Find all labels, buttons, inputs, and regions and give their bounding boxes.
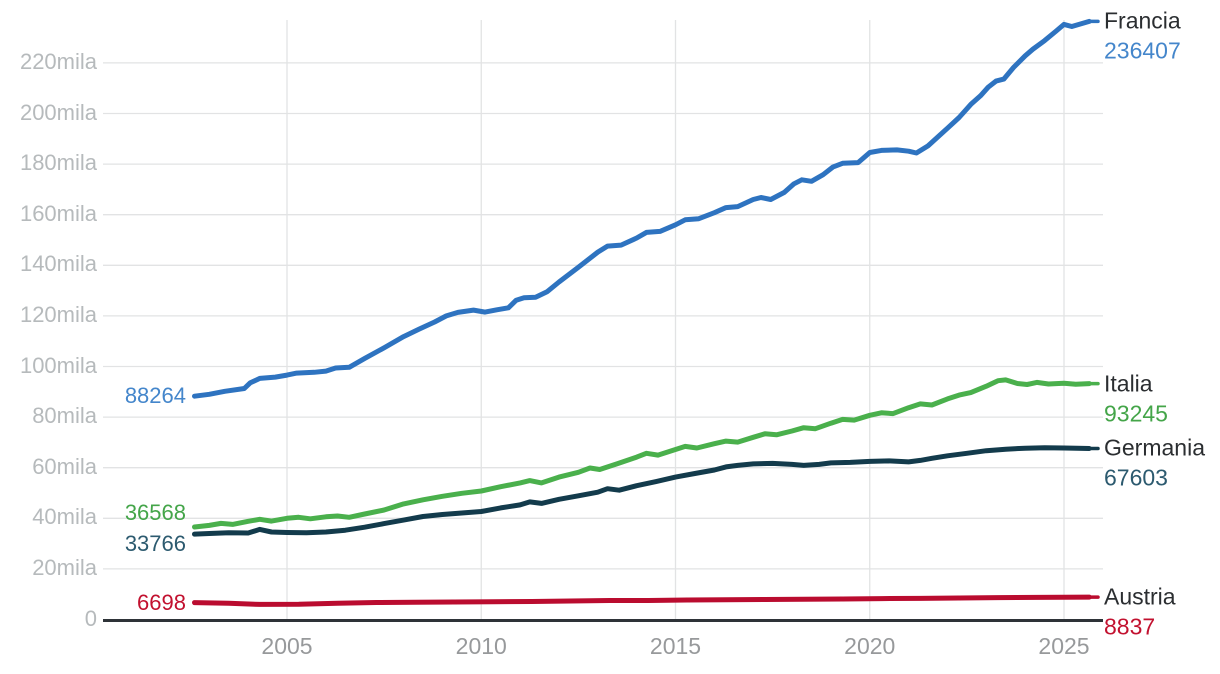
austria-series-name: Austria (1104, 583, 1176, 610)
x-tick-label: 2015 (649, 633, 702, 659)
y-tick-label: 160mila (19, 200, 97, 226)
francia-start-value: 88264 (124, 383, 186, 409)
italia-start-value: 36568 (124, 499, 186, 525)
francia-line (192, 18, 1092, 399)
x-tick-label: 2025 (1038, 633, 1090, 659)
francia-end-value: 236407 (1104, 37, 1181, 64)
austria-line (192, 594, 1092, 607)
x-tick-label: 2020 (844, 633, 896, 659)
germania-series-name: Germania (1104, 434, 1205, 461)
y-tick-label: 60mila (32, 453, 97, 479)
y-tick-label: 120mila (19, 301, 97, 327)
y-tick-label: 140mila (19, 251, 97, 277)
y-tick-label: 40mila (32, 504, 97, 530)
x-tick-label: 2010 (455, 633, 507, 659)
germania-start-value: 33766 (124, 530, 186, 556)
y-tick-label: 180mila (19, 150, 97, 176)
germania-end-value: 67603 (1104, 464, 1168, 491)
austria-end-value: 8837 (1104, 613, 1156, 640)
y-tick-label: 0 (84, 605, 97, 631)
italia-series-name: Italia (1104, 369, 1153, 396)
y-tick-label: 80mila (32, 403, 97, 429)
francia-series-name: Francia (1104, 7, 1181, 34)
x-tick-label: 2005 (261, 633, 313, 659)
italia-end-value: 93245 (1104, 399, 1168, 426)
y-tick-label: 100mila (19, 352, 97, 378)
y-tick-label: 20mila (32, 554, 97, 580)
germania-line (192, 445, 1092, 537)
austria-start-value: 6698 (137, 589, 186, 615)
y-tick-label: 220mila (19, 48, 97, 74)
italia-line (192, 377, 1092, 530)
y-tick-label: 200mila (19, 99, 97, 125)
